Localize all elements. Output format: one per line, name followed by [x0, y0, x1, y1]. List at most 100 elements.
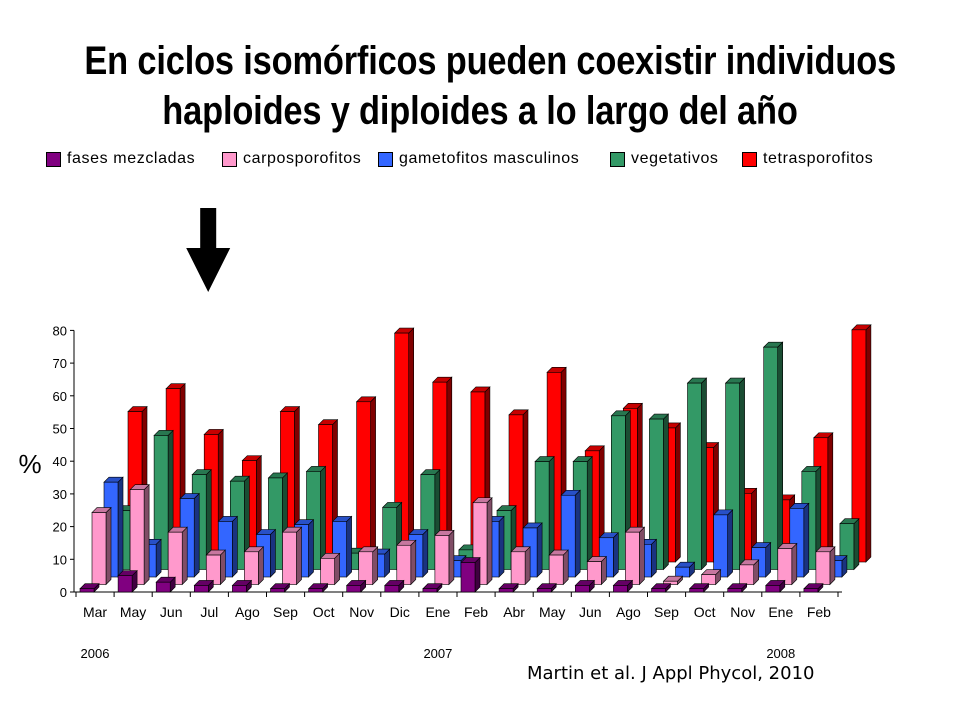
bar-side [410, 539, 417, 586]
legend-label: vegetativos [631, 150, 719, 167]
bar [434, 529, 455, 586]
bar-side [408, 327, 415, 563]
bar-side [308, 518, 314, 578]
bar-side [372, 546, 379, 586]
x-tick-label: Ene [425, 604, 450, 620]
legend-swatch [610, 151, 625, 167]
bar [574, 579, 596, 593]
x-tick-label: Jul [200, 604, 218, 620]
y-axis-label: % [18, 449, 41, 479]
bar-side [193, 492, 200, 578]
bar-front [548, 554, 564, 585]
bar [281, 526, 303, 586]
bar-side [105, 506, 112, 586]
bar-front [498, 588, 514, 593]
x-tick-label: Oct [694, 604, 716, 620]
bar [700, 568, 722, 586]
bar-front [396, 544, 412, 585]
bar [498, 583, 519, 593]
legend-swatch [222, 151, 237, 167]
legend-label: carposporofitos [243, 150, 362, 167]
bar-side [370, 396, 376, 563]
bar [167, 526, 188, 586]
bar-side [536, 522, 543, 578]
y-tick-label: 0 [60, 585, 67, 600]
bar-front [727, 588, 743, 593]
y-tick-label: 40 [53, 454, 67, 469]
bar-side [829, 546, 836, 586]
legend-label: fases mezcladas [67, 150, 196, 167]
bar-front [422, 588, 438, 593]
bar-side [639, 526, 645, 586]
legend-swatch [378, 151, 393, 167]
bar [255, 528, 277, 578]
bar-front [270, 588, 285, 593]
bar [269, 583, 291, 593]
bar [624, 526, 646, 586]
bar [193, 579, 215, 593]
bar-side [498, 515, 505, 578]
bar [129, 483, 150, 586]
x-tick-label: Ago [235, 604, 260, 620]
bar-side [181, 526, 188, 586]
bar-side [486, 497, 493, 586]
x-tick-label: Jun [579, 604, 602, 620]
legend-label: gametofitos masculinos [399, 150, 580, 167]
bar [460, 556, 481, 593]
bar [612, 579, 634, 593]
bar-front [460, 562, 476, 593]
bar-front [687, 382, 702, 570]
bar-front [763, 346, 779, 570]
bar [688, 583, 710, 593]
bar-side [803, 502, 810, 578]
bar [91, 506, 112, 586]
bar [762, 341, 784, 571]
legend-item-vegetativos: vegetativos [610, 150, 719, 168]
bar-side [143, 483, 150, 586]
bar [548, 549, 569, 586]
x-tick-label: May [539, 604, 565, 620]
legend-swatch [742, 151, 757, 167]
x-tick-label: Mar [83, 604, 107, 620]
year-label: 2008 [766, 646, 795, 660]
x-tick-label: Abr [503, 604, 525, 620]
legend-label: tetrasporofitos [763, 150, 874, 167]
bar-front [346, 585, 362, 593]
x-tick-label: May [120, 604, 146, 620]
bar [307, 583, 329, 593]
bar-front [358, 551, 374, 585]
bar [357, 546, 379, 586]
y-tick-label: 10 [53, 552, 67, 567]
bar-side [675, 422, 681, 563]
bar-front [320, 558, 335, 585]
bar-front [675, 566, 690, 578]
bar-front [713, 514, 728, 578]
bar [650, 583, 672, 593]
y-tick-label: 70 [53, 356, 67, 371]
bar-side [865, 324, 872, 563]
bar-side [739, 377, 745, 571]
bar-side [155, 538, 162, 578]
bar-side [827, 432, 834, 563]
bar-side [612, 532, 619, 578]
bar [851, 324, 872, 563]
bar-front [308, 588, 323, 593]
bar [422, 583, 443, 593]
bar-front [815, 551, 831, 585]
bar-front [384, 585, 400, 593]
bar-side [474, 556, 481, 593]
bar [205, 549, 227, 586]
legend-item-tetrasporofitos: tetrasporofitos [742, 150, 873, 168]
x-tick-label: Feb [807, 604, 831, 620]
bar-side [296, 526, 302, 586]
citation: Martin et al. J Appl Phycol, 2010 [527, 663, 815, 684]
bar-front [777, 548, 793, 585]
bar-front [356, 401, 371, 563]
bar-side [574, 489, 581, 578]
bar-side [701, 377, 707, 571]
y-tick-label: 20 [53, 520, 67, 535]
bar-front [117, 575, 133, 593]
bar-front [244, 551, 259, 585]
bar [536, 583, 557, 593]
bar [738, 559, 760, 586]
